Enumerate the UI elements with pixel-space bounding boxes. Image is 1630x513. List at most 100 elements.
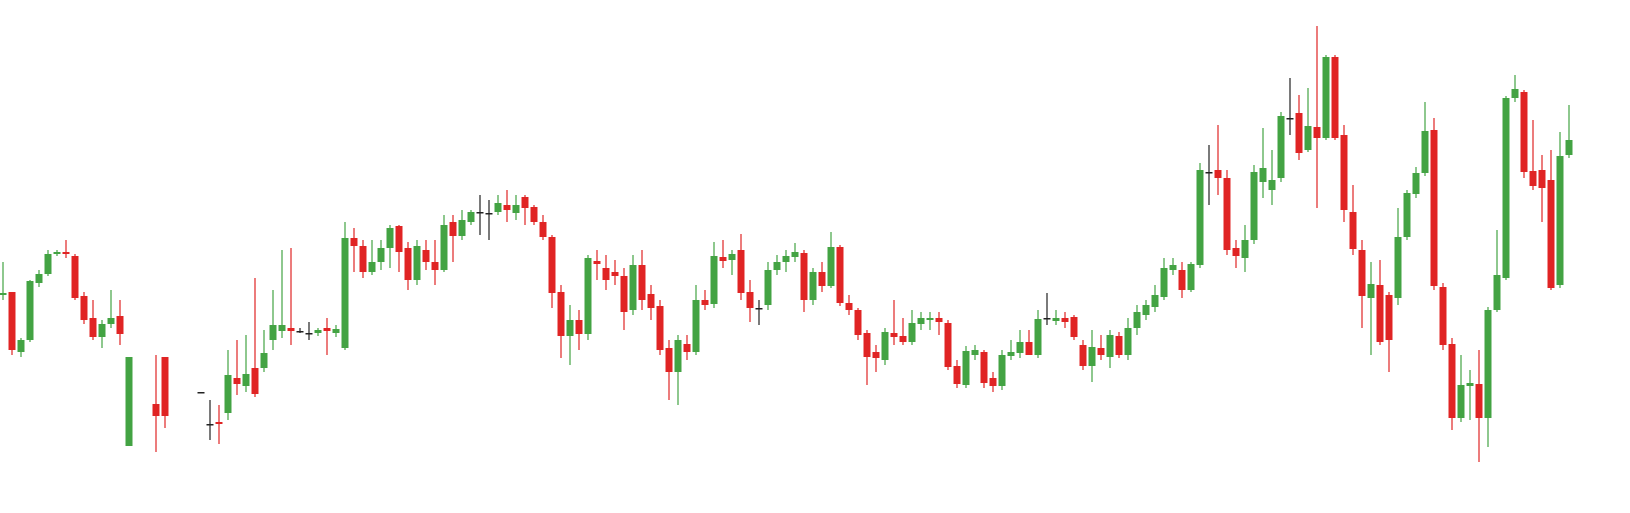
candle-body [1556,156,1564,285]
candle-body [1376,285,1384,342]
candle-body [1205,172,1213,174]
candle-body [1070,317,1078,337]
candle-body [8,292,16,350]
candle-body [728,254,736,260]
candle-body [215,422,223,424]
candle-body [1439,287,1447,345]
candle-body [1052,318,1060,321]
candle-body [656,306,664,350]
candle-body [1349,212,1357,249]
candle-body [197,392,205,394]
candle-body [1277,116,1285,178]
candle-body [1079,345,1087,366]
candle-body [494,203,502,212]
candle-body [1187,264,1195,290]
candle-body [539,222,547,237]
candle-body [1088,347,1096,366]
candle-body [0,293,7,295]
candle-body [503,205,511,210]
candle-body [1196,170,1204,265]
candle-body [1106,335,1114,357]
candle-body [602,268,610,280]
candle-body [935,318,943,322]
candle-body [1160,268,1168,297]
candle-body [260,353,268,368]
candle-body [611,272,619,276]
candle-body [890,333,898,337]
candle-body [386,228,394,248]
candle-body [917,318,925,324]
candle-body [242,374,250,386]
candle-body [152,404,160,416]
candle-body [674,340,682,372]
candle-body [638,265,646,300]
candle-body [161,357,169,416]
candle-body [1286,118,1294,120]
candle-body [35,274,43,283]
candle-body [800,253,808,300]
candle-body [1313,127,1321,138]
candle-body [1304,126,1312,150]
candle-body [845,303,853,310]
candle-body [368,262,376,272]
candle-body [1142,305,1150,315]
candle-body [1385,295,1393,340]
candle-body [647,294,655,308]
candle-body [998,355,1006,386]
candle-body [1124,328,1132,355]
candle-body [377,248,385,262]
candle-body [449,222,457,236]
candle-body [818,272,826,286]
candle-body [1169,265,1177,270]
candle-body [548,237,556,293]
candle-body [1475,384,1483,418]
candle-body [1403,193,1411,237]
candle-body [521,197,529,208]
candle-body [593,261,601,264]
candle-body [908,323,916,342]
candle-body [782,256,790,262]
candle-body [854,310,862,335]
candle-body [278,325,286,331]
candle-body [1322,57,1330,138]
candle-body [575,320,583,334]
candle-body [1061,318,1069,322]
candle-body [1331,57,1339,138]
candle-body [1223,178,1231,250]
candle-body [1457,385,1465,418]
candle-body [1466,383,1474,386]
candle-body [1151,295,1159,307]
candle-body [17,340,25,352]
candle-body [314,330,322,333]
candle-body [224,375,232,413]
candle-body [1241,240,1249,258]
candle-body [764,270,772,305]
candle-body [692,300,700,352]
candle-body [44,254,52,274]
candle-body [1421,131,1429,173]
candle-body [1097,348,1105,355]
candle-body [1538,170,1546,188]
candle-body [1295,113,1303,153]
candle-body [1259,168,1267,182]
candle-body [350,238,358,246]
candle-body [116,316,124,334]
candle-body [476,212,484,214]
candle-body [773,262,781,270]
candle-body [980,352,988,383]
candle-body [1214,170,1222,178]
candle-body [80,296,88,320]
candle-body [989,378,997,386]
candle-body [62,252,70,254]
candle-body [881,332,889,360]
candle-body [557,292,565,336]
candle-body [206,424,214,426]
candle-body [323,328,331,331]
candle-body [305,333,313,335]
candle-body [89,318,97,337]
candle-body [1565,140,1573,155]
candle-body [719,257,727,261]
candle-body [1529,171,1537,186]
candle-body [107,318,115,324]
